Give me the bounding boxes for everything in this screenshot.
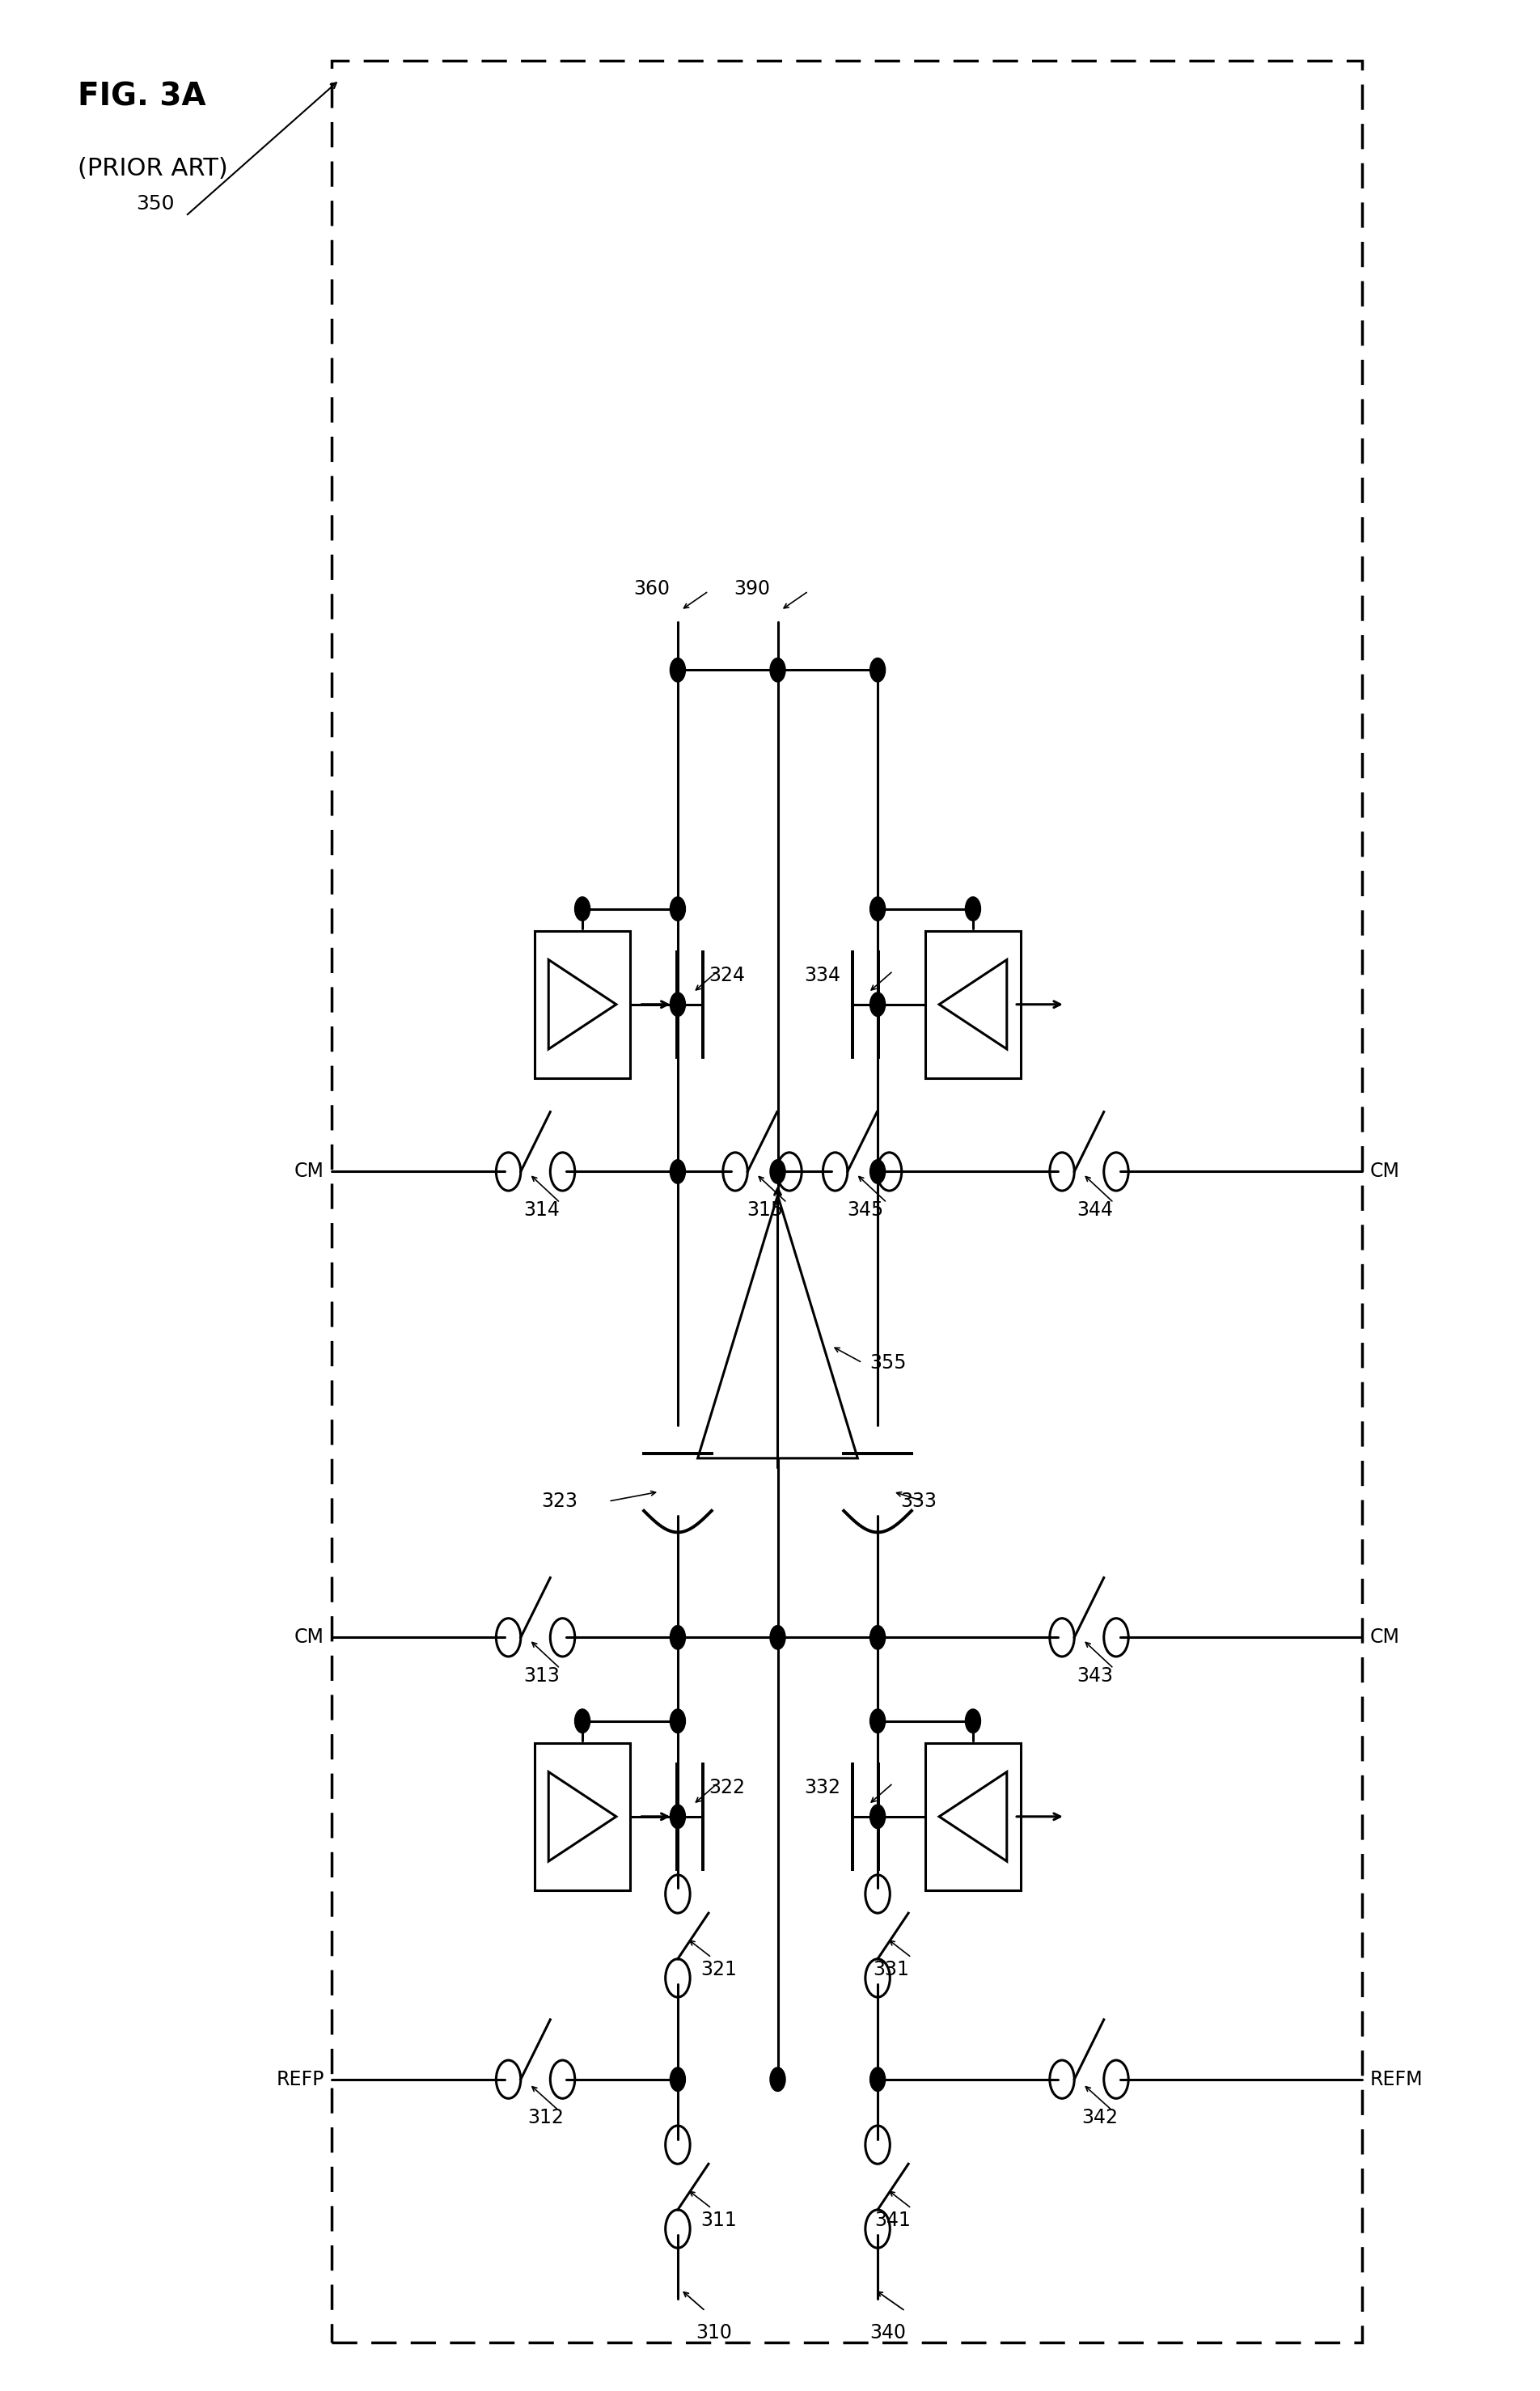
Text: 350: 350 xyxy=(136,194,174,213)
Circle shape xyxy=(670,1160,685,1184)
Circle shape xyxy=(670,1710,685,1733)
Text: 343: 343 xyxy=(1076,1667,1113,1686)
Text: 334: 334 xyxy=(804,966,841,985)
Circle shape xyxy=(770,1160,785,1184)
Circle shape xyxy=(870,897,886,921)
Text: CM: CM xyxy=(1369,1628,1400,1647)
Text: 341: 341 xyxy=(875,2212,910,2231)
Circle shape xyxy=(870,658,886,681)
Circle shape xyxy=(670,2068,685,2092)
Text: 332: 332 xyxy=(804,1779,841,1798)
Circle shape xyxy=(670,1626,685,1650)
Circle shape xyxy=(770,658,785,681)
Text: 310: 310 xyxy=(696,2324,733,2343)
Text: 323: 323 xyxy=(542,1492,578,1511)
Text: 321: 321 xyxy=(701,1961,738,1980)
Text: 344: 344 xyxy=(1076,1200,1113,1219)
Text: FIG. 3A: FIG. 3A xyxy=(79,81,206,112)
Text: 345: 345 xyxy=(847,1200,884,1219)
Text: REFP: REFP xyxy=(276,2071,323,2090)
Circle shape xyxy=(870,992,886,1016)
Text: (PRIOR ART): (PRIOR ART) xyxy=(79,155,228,179)
Text: 331: 331 xyxy=(873,1961,909,1980)
Text: 315: 315 xyxy=(747,1200,784,1219)
Circle shape xyxy=(966,1710,981,1733)
Text: 313: 313 xyxy=(524,1667,559,1686)
Text: 311: 311 xyxy=(701,2212,738,2231)
Circle shape xyxy=(870,1805,886,1829)
Circle shape xyxy=(966,897,981,921)
Text: 355: 355 xyxy=(870,1353,907,1372)
Circle shape xyxy=(870,2068,886,2092)
Text: 322: 322 xyxy=(708,1779,745,1798)
Circle shape xyxy=(670,992,685,1016)
Text: 390: 390 xyxy=(733,579,770,598)
Circle shape xyxy=(574,897,590,921)
Text: 340: 340 xyxy=(870,2324,907,2343)
Circle shape xyxy=(870,1160,886,1184)
Text: REFM: REFM xyxy=(1369,2071,1423,2090)
Text: CM: CM xyxy=(1369,1162,1400,1181)
Text: CM: CM xyxy=(294,1628,323,1647)
Text: 360: 360 xyxy=(633,579,670,598)
Text: 342: 342 xyxy=(1081,2109,1118,2128)
Text: 333: 333 xyxy=(901,1492,938,1511)
Circle shape xyxy=(870,1626,886,1650)
Circle shape xyxy=(574,1710,590,1733)
Text: 314: 314 xyxy=(524,1200,559,1219)
Circle shape xyxy=(770,2068,785,2092)
Circle shape xyxy=(870,1710,886,1733)
Circle shape xyxy=(670,658,685,681)
Circle shape xyxy=(670,897,685,921)
Circle shape xyxy=(670,1805,685,1829)
Circle shape xyxy=(770,1626,785,1650)
Text: CM: CM xyxy=(294,1162,323,1181)
Text: 312: 312 xyxy=(528,2109,564,2128)
Text: 324: 324 xyxy=(708,966,745,985)
